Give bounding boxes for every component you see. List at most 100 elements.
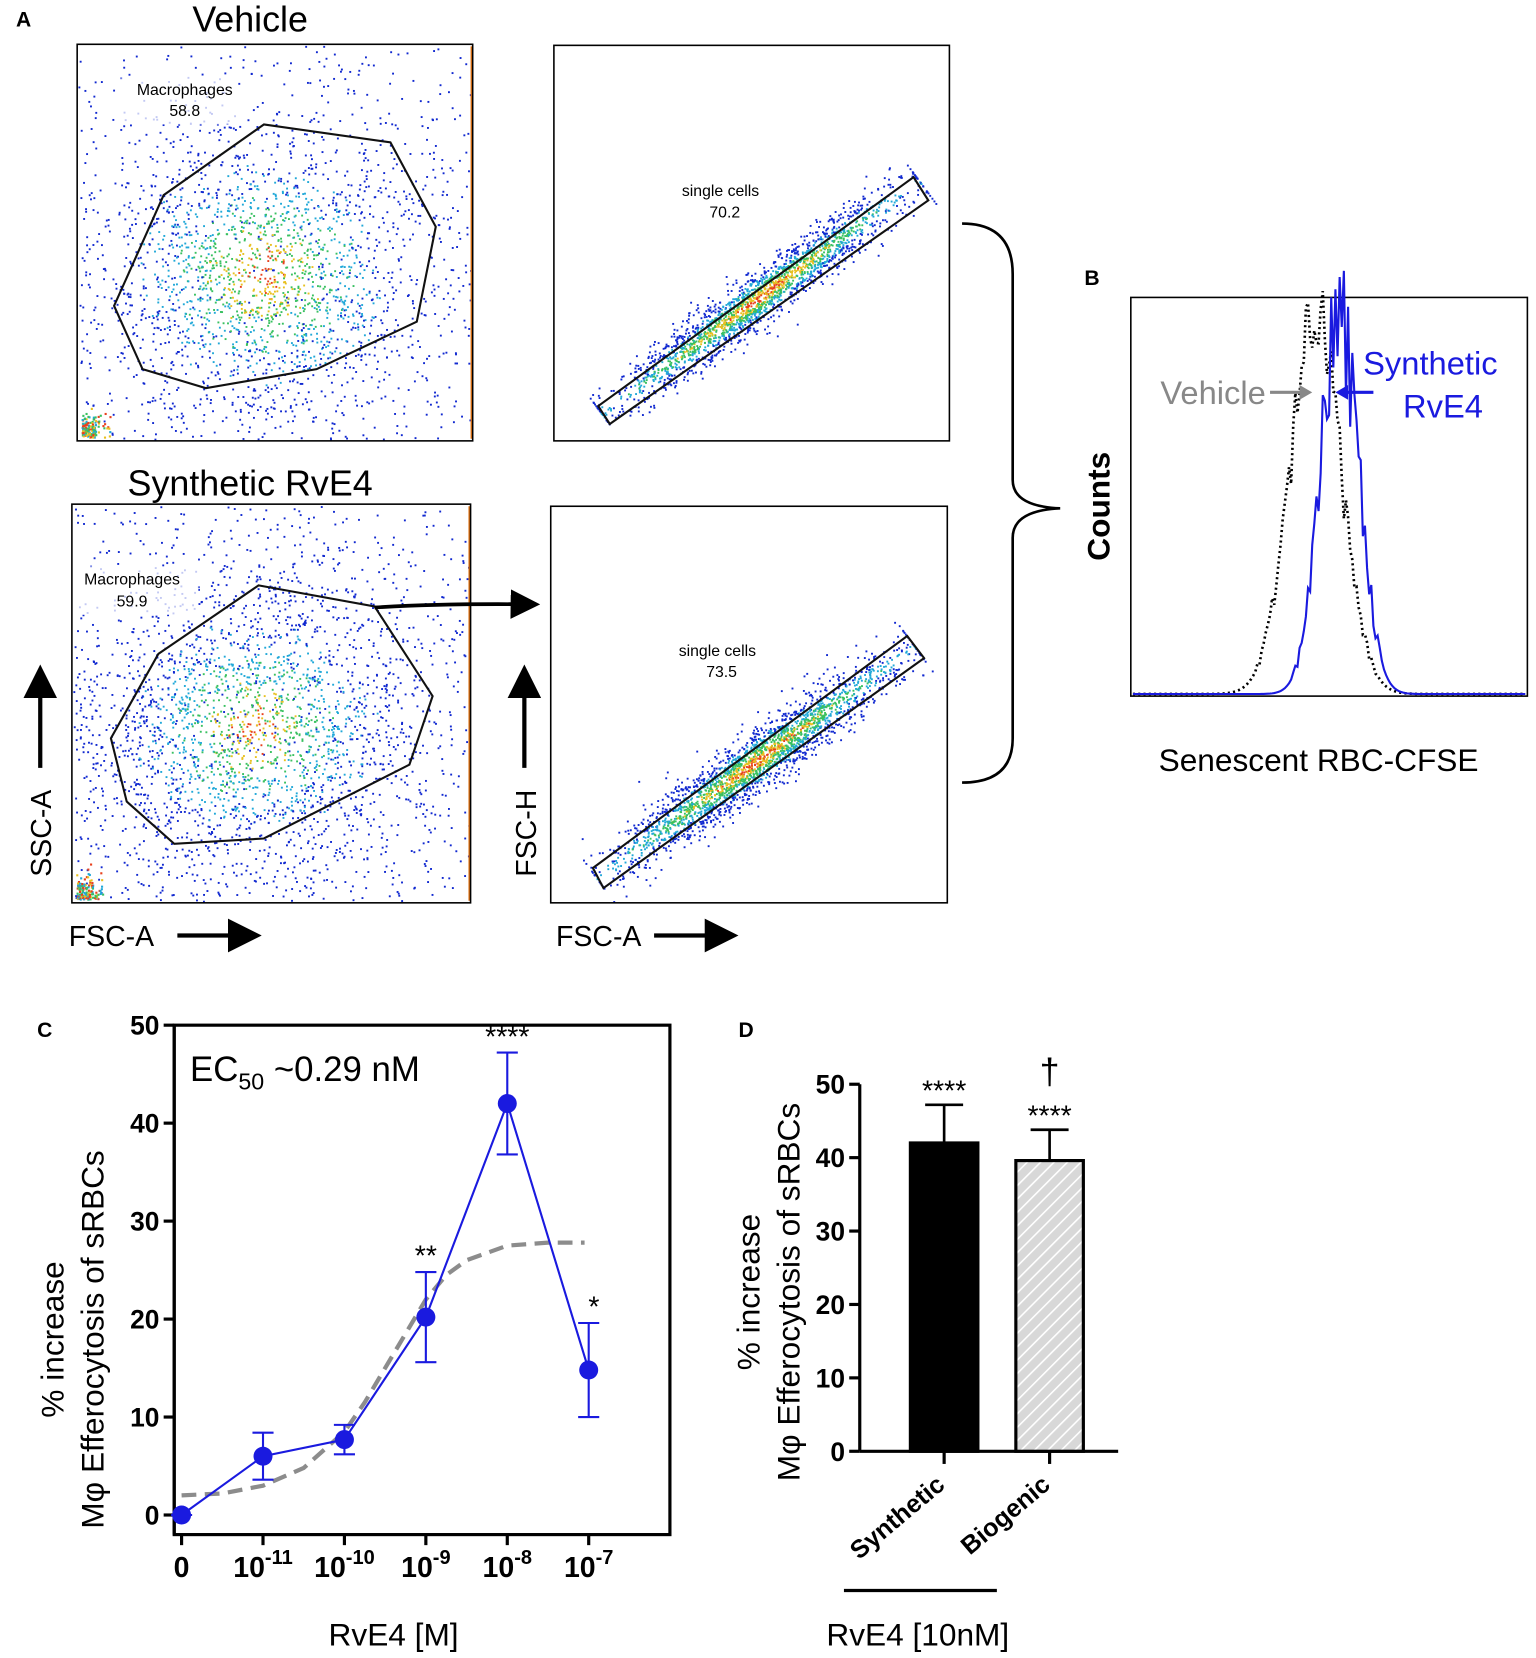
dot xyxy=(259,226,262,229)
dot xyxy=(307,140,310,142)
dot xyxy=(208,786,211,789)
dot xyxy=(177,797,180,800)
dot xyxy=(361,897,364,900)
dot xyxy=(289,242,292,245)
dot xyxy=(159,131,162,134)
dot xyxy=(287,765,290,767)
dot xyxy=(87,283,90,286)
dot xyxy=(261,717,264,720)
dot xyxy=(225,754,228,757)
dot xyxy=(265,317,268,320)
dot xyxy=(404,143,407,145)
dot xyxy=(170,418,173,421)
dot xyxy=(308,302,311,305)
dot xyxy=(278,323,281,325)
dot xyxy=(252,329,255,332)
dot xyxy=(361,62,364,65)
dot xyxy=(220,210,223,213)
dot xyxy=(363,858,365,861)
dot xyxy=(447,292,450,295)
dot xyxy=(237,292,240,295)
dot xyxy=(265,509,268,512)
dot xyxy=(219,133,222,136)
dot xyxy=(264,839,267,841)
dot xyxy=(462,284,465,287)
dot xyxy=(293,378,296,381)
dot xyxy=(239,301,242,303)
dot xyxy=(142,825,145,828)
dot xyxy=(328,341,331,344)
dot xyxy=(371,655,374,658)
dot xyxy=(458,619,461,622)
dot xyxy=(268,168,270,171)
dot xyxy=(81,340,84,343)
dot xyxy=(248,317,251,319)
dot xyxy=(272,880,275,883)
dot xyxy=(220,296,223,299)
dot xyxy=(297,234,300,237)
dot xyxy=(165,311,168,313)
dot xyxy=(327,779,330,781)
dot xyxy=(251,396,254,399)
dot xyxy=(451,538,454,541)
dot xyxy=(197,824,200,827)
dot xyxy=(380,630,383,633)
dot xyxy=(320,390,323,393)
dot xyxy=(166,822,169,825)
dot xyxy=(91,423,95,426)
dot xyxy=(446,180,449,183)
dot xyxy=(314,685,317,688)
dot xyxy=(278,111,281,114)
dot xyxy=(287,750,289,753)
dot xyxy=(81,319,84,322)
dot xyxy=(249,849,251,851)
dot xyxy=(307,681,310,684)
dot xyxy=(198,204,201,207)
dot xyxy=(334,606,337,609)
dot xyxy=(171,716,174,719)
dot xyxy=(293,508,296,511)
dot xyxy=(409,335,412,338)
dot xyxy=(207,846,210,849)
dot xyxy=(390,350,393,353)
dot xyxy=(285,844,288,847)
dot xyxy=(156,871,159,873)
dot xyxy=(239,408,242,411)
dot xyxy=(352,89,355,92)
dot xyxy=(358,627,360,630)
dot xyxy=(153,734,156,737)
dot xyxy=(301,115,304,117)
dot xyxy=(122,311,125,314)
dot xyxy=(426,379,429,382)
dot xyxy=(307,272,310,275)
dot xyxy=(213,659,216,662)
dot xyxy=(413,851,416,854)
dot xyxy=(448,306,451,309)
dot xyxy=(279,705,281,708)
dot xyxy=(300,225,303,228)
dot xyxy=(428,720,431,723)
dot xyxy=(314,217,317,220)
dot xyxy=(311,560,314,563)
dot xyxy=(312,328,315,330)
dot xyxy=(80,724,83,726)
dot xyxy=(319,363,322,366)
dot xyxy=(237,332,240,335)
dot xyxy=(253,731,256,734)
dot xyxy=(96,211,99,214)
dot xyxy=(244,806,247,809)
dot xyxy=(361,796,364,799)
dot xyxy=(128,141,131,144)
dot xyxy=(94,421,97,424)
dot xyxy=(298,526,301,529)
dot xyxy=(242,226,245,229)
dot xyxy=(242,730,245,733)
dot xyxy=(296,722,299,724)
dot xyxy=(276,226,279,229)
dot xyxy=(126,313,129,316)
dot xyxy=(245,695,248,698)
dot xyxy=(354,394,357,397)
dot xyxy=(170,843,173,846)
dot xyxy=(332,758,335,761)
dot xyxy=(264,817,266,820)
